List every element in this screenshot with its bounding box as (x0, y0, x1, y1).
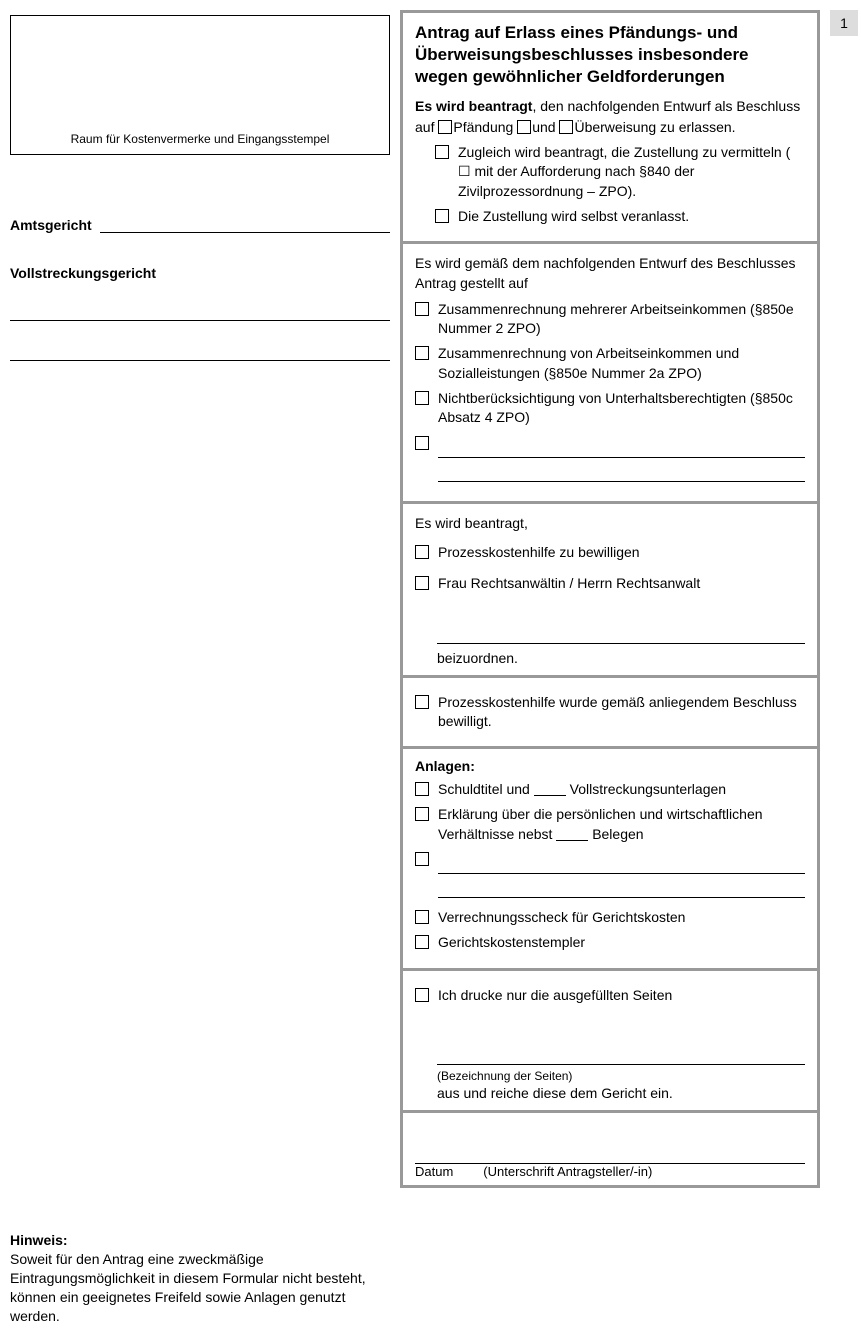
cb-erklaerung-after: Belegen (592, 826, 643, 842)
seiten-line[interactable] (437, 1045, 805, 1065)
cb-850e-2a: Zusammenrechnung von Arbeitseinkommen un… (438, 344, 805, 383)
cb-pkh-bewilligen: Prozesskostenhilfe zu bewilligen (438, 543, 805, 562)
schuldtitel-count[interactable] (534, 782, 566, 796)
vollstreckung-line-1[interactable] (10, 303, 390, 321)
opt-ueberweisung: Überweisung zu erlassen. (574, 119, 735, 135)
section-pkh-bewilligt: Prozesskostenhilfe wurde gemäß anliegend… (403, 678, 817, 750)
checkbox-pkh-bewilligt[interactable] (415, 695, 429, 709)
stamp-area: Raum für Kostenvermerke und Eingangsstem… (10, 15, 390, 155)
application-box: Antrag auf Erlass eines Pfändungs- und Ü… (400, 10, 820, 1188)
checkbox-und[interactable] (517, 120, 531, 134)
checkbox-anlagen-free[interactable] (415, 852, 429, 866)
form-title: Antrag auf Erlass eines Pfändungs- und Ü… (415, 22, 805, 88)
checkbox-drucken[interactable] (415, 988, 429, 1002)
checkbox-verrechnungsscheck[interactable] (415, 910, 429, 924)
checkbox-schuldtitel[interactable] (415, 782, 429, 796)
s2-lead: Es wird gemäß dem nachfolgenden Entwurf … (415, 253, 805, 294)
vollstreckung-line-2[interactable] (10, 343, 390, 361)
anlagen-free-line-2[interactable] (438, 878, 805, 898)
cb-schuldtitel-after: Vollstreckungsunterlagen (570, 781, 726, 797)
checkbox-gerichtskostenstempler[interactable] (415, 935, 429, 949)
opt-und: und (532, 119, 555, 135)
cb-gerichtskostenstempler: Gerichtskostenstempler (438, 933, 805, 952)
datum-label: Datum (415, 1164, 453, 1179)
stamp-label: Raum für Kostenvermerke und Eingangsstem… (71, 132, 330, 146)
cb-pkh-bewilligt: Prozesskostenhilfe wurde gemäß anliegend… (438, 693, 805, 732)
s1-lead-bold: Es wird beantragt (415, 98, 532, 114)
s1-lead: Es wird beantragt, den nachfolgenden Ent… (415, 96, 805, 137)
cb-anwalt: Frau Rechtsanwältin / Herrn Rechtsanwalt (438, 574, 805, 593)
amtsgericht-input[interactable] (100, 215, 390, 233)
amtsgericht-label: Amtsgericht (10, 217, 92, 233)
cb-drucken: Ich drucke nur die ausgefüllten Seiten (438, 986, 805, 1005)
checkbox-pkh-bewilligen[interactable] (415, 545, 429, 559)
section-main-request: Antrag auf Erlass eines Pfändungs- und Ü… (403, 13, 817, 244)
amtsgericht-field: Amtsgericht (10, 215, 390, 233)
checkbox-anwalt[interactable] (415, 576, 429, 590)
cb-zustellung-selbst: Die Zustellung wird selbst veranlasst. (458, 207, 805, 226)
signature-space[interactable] (411, 1117, 809, 1163)
checkbox-850e-2a[interactable] (415, 346, 429, 360)
belegen-count[interactable] (556, 827, 588, 841)
cb-erklaerung: Erklärung über die persönlichen und wirt… (438, 805, 805, 844)
vollstreckung-label: Vollstreckungsgericht (10, 265, 390, 281)
anwalt-name-line[interactable] (437, 624, 805, 644)
checkbox-s2-free[interactable] (415, 436, 429, 450)
signature-label: (Unterschrift Antragsteller/-in) (483, 1164, 652, 1179)
hinweis-heading: Hinweis: (10, 1232, 68, 1248)
checkbox-pfaendung[interactable] (438, 120, 452, 134)
section-drucken: Ich drucke nur die ausgefüllten Seiten (… (403, 971, 817, 1113)
cb-850c-4: Nichtberücksichtigung von Unterhaltsbere… (438, 389, 805, 428)
seiten-caption: (Bezeichnung der Seiten) (437, 1069, 805, 1083)
section-entwurf: Es wird gemäß dem nachfolgenden Entwurf … (403, 244, 817, 503)
checkbox-zustellung-selbst[interactable] (435, 209, 449, 223)
checkbox-850c-4[interactable] (415, 391, 429, 405)
anlagen-heading: Anlagen: (415, 758, 805, 774)
cb-verrechnungsscheck: Verrechnungsscheck für Gerichtskosten (438, 908, 805, 927)
anlagen-free-line-1[interactable] (438, 854, 805, 874)
section-pkh: Es wird beantragt, Prozesskostenhilfe zu… (403, 504, 817, 678)
hinweis-text: Soweit für den Antrag eine zweckmäßige E… (10, 1251, 366, 1324)
section-anlagen: Anlagen: Schuldtitel und Vollstreckungsu… (403, 749, 817, 971)
opt-pfaendung: Pfändung (453, 119, 513, 135)
checkbox-ueberweisung[interactable] (559, 120, 573, 134)
cb-schuldtitel-before: Schuldtitel und (438, 781, 530, 797)
s2-free-line-2[interactable] (438, 462, 805, 482)
hinweis-block: Hinweis: Soweit für den Antrag eine zwec… (10, 361, 390, 1325)
checkbox-erklaerung[interactable] (415, 807, 429, 821)
section-signature: Datum (Unterschrift Antragsteller/-in) (403, 1113, 817, 1185)
s6-after: aus und reiche diese dem Gericht ein. (437, 1085, 805, 1101)
s2-free-line-1[interactable] (438, 438, 805, 458)
checkbox-850e-2[interactable] (415, 302, 429, 316)
page-number: 1 (830, 10, 858, 36)
cb-schuldtitel: Schuldtitel und Vollstreckungsunterlagen (438, 780, 805, 799)
cb-zustellung-vermitteln: Zugleich wird beantragt, die Zustellung … (458, 143, 805, 201)
beizuordnen: beizuordnen. (437, 650, 805, 666)
cb-850e-2: Zusammenrechnung mehrerer Arbeitseinkomm… (438, 300, 805, 339)
checkbox-zustellung-vermitteln[interactable] (435, 145, 449, 159)
s3-lead: Es wird beantragt, (415, 513, 805, 533)
